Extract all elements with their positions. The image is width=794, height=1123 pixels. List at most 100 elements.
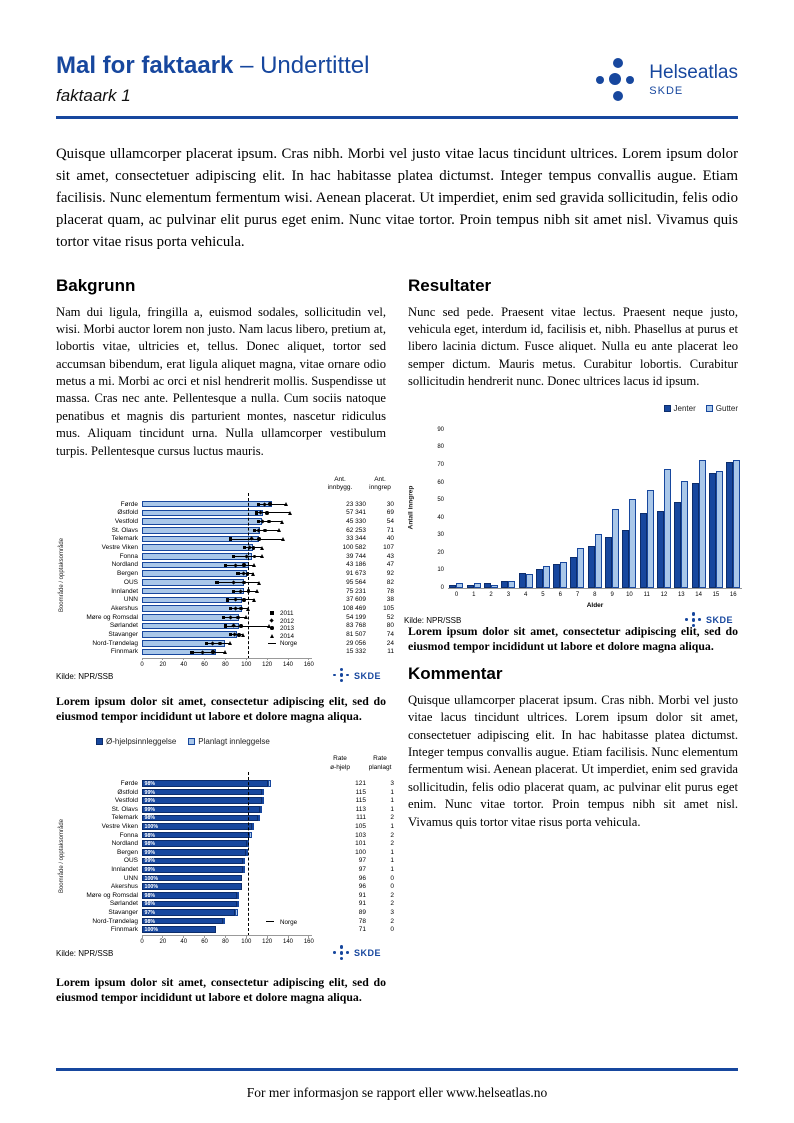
rate-ohjelp-value: 115 bbox=[355, 788, 366, 796]
x-tick bbox=[287, 935, 289, 938]
gutter-bar bbox=[663, 469, 671, 589]
jenter-bar bbox=[605, 537, 613, 589]
marker-square-icon bbox=[223, 563, 228, 567]
header-titles: Mal for faktaark – Undertittel faktaark … bbox=[56, 52, 369, 106]
innbygg-value: 62 253 bbox=[346, 526, 366, 534]
region-label: Førde bbox=[120, 500, 138, 508]
marker-triangle-icon bbox=[283, 502, 288, 507]
legend-swatch-icon bbox=[188, 738, 196, 746]
gutter-bar bbox=[681, 481, 689, 589]
marker-range-line bbox=[258, 503, 286, 505]
gutter-bar bbox=[594, 533, 602, 589]
planlagt-bar bbox=[223, 917, 226, 925]
chart2-x-axis bbox=[448, 588, 742, 590]
rate-bar bbox=[142, 570, 248, 577]
resultater-body: Nunc sed pede. Praesent vitae lectus. Pr… bbox=[408, 304, 738, 389]
skde-mini-dot-icon bbox=[692, 612, 696, 616]
left-column: Bakgrunn Nam dui ligula, fringilla a, eu… bbox=[56, 272, 394, 1015]
page-title-sub: – Undertittel bbox=[233, 52, 370, 79]
inngrep-value: 71 bbox=[386, 526, 394, 534]
skde-mini-dot-icon bbox=[340, 679, 344, 683]
y-tick-label: 30 bbox=[437, 532, 444, 539]
region-label: Sørlandet bbox=[109, 622, 138, 630]
marker-circle-icon bbox=[242, 563, 246, 567]
rate-bar bbox=[142, 509, 263, 517]
region-label: UNN bbox=[123, 874, 138, 882]
legend-item: Jenter bbox=[663, 404, 696, 413]
rate-planlagt-value: 2 bbox=[390, 814, 394, 822]
region-label: Stavanger bbox=[108, 631, 138, 638]
region-label: Vestfold bbox=[114, 797, 138, 805]
marker-range-line bbox=[225, 564, 255, 566]
rate-bar bbox=[142, 631, 237, 638]
helseatlas-logo-text: Helseatlas SKDE bbox=[649, 63, 738, 97]
skde-mini-dot-icon bbox=[340, 945, 344, 949]
marker-circle-icon bbox=[265, 511, 269, 515]
rate-ohjelp-value: 91 bbox=[358, 891, 366, 899]
pct-label: 98% bbox=[144, 892, 156, 899]
gutter-bar bbox=[542, 565, 550, 589]
region-label: Telemark bbox=[111, 535, 138, 543]
rate-ohjelp-value: 115 bbox=[355, 797, 366, 805]
rate-planlagt-value: 0 bbox=[390, 883, 394, 891]
innbygg-value: 83 768 bbox=[346, 622, 366, 630]
innbygg-value: 39 744 bbox=[346, 552, 366, 560]
marker-square-icon bbox=[221, 615, 225, 619]
marker-circle-icon bbox=[268, 502, 273, 507]
chart2-source: Kilde: NPR/SSB bbox=[404, 616, 462, 626]
chart2-ylabel: Antall inngrep bbox=[407, 486, 415, 530]
innbygg-value: 45 330 bbox=[346, 517, 366, 525]
skde-mini-dot-icon bbox=[340, 667, 344, 671]
pct-label: 98% bbox=[144, 832, 156, 839]
inngrep-value: 82 bbox=[386, 578, 394, 586]
region-label: OUS bbox=[123, 857, 138, 865]
planlagt-bar bbox=[234, 909, 238, 916]
inngrep-value: 107 bbox=[383, 544, 394, 551]
rate-bar bbox=[142, 526, 260, 534]
innbygg-value: 54 199 bbox=[346, 613, 366, 621]
skde-mini-label: SKDE bbox=[354, 948, 382, 959]
planlagt-bar bbox=[236, 892, 239, 899]
marker-range-line bbox=[192, 651, 226, 653]
marker-square-icon bbox=[232, 589, 236, 593]
x-tick bbox=[224, 935, 226, 938]
jenter-bar bbox=[553, 563, 561, 589]
x-tick-label: 11 bbox=[643, 592, 650, 599]
legend-swatch-icon bbox=[96, 738, 103, 746]
pct-label: 100% bbox=[144, 875, 159, 882]
jenter-bar bbox=[639, 512, 647, 589]
jenter-bar bbox=[570, 556, 578, 589]
rate-planlagt-value: 3 bbox=[390, 908, 394, 916]
x-tick bbox=[266, 657, 268, 660]
region-label: Østfold bbox=[117, 509, 138, 517]
marker-square-icon bbox=[253, 528, 257, 532]
ohjelp-bar bbox=[142, 883, 243, 890]
region-label: Finnmark bbox=[110, 648, 138, 656]
region-label: OUS bbox=[123, 578, 138, 586]
marker-triangle-icon bbox=[228, 641, 233, 646]
marker-range-line bbox=[233, 590, 257, 592]
chart3-col2-header: Rate planlagt bbox=[368, 755, 392, 771]
planlagt-bar bbox=[251, 823, 254, 830]
innbygg-value: 75 231 bbox=[346, 587, 366, 595]
x-tick-label: 2 bbox=[489, 592, 493, 599]
innbygg-value: 43 186 bbox=[346, 561, 366, 569]
pct-label: 100% bbox=[144, 884, 159, 891]
ohjelp-bar bbox=[142, 917, 224, 925]
marker-range-line bbox=[254, 529, 280, 531]
chart3-norge-line bbox=[248, 772, 250, 937]
marker-triangle-icon bbox=[252, 597, 257, 602]
inngrep-value: 69 bbox=[386, 509, 394, 517]
innbygg-value: 57 341 bbox=[346, 509, 366, 517]
jenter-bar bbox=[466, 584, 474, 589]
gutter-bar bbox=[577, 548, 585, 589]
x-tick-label: 100 bbox=[241, 661, 252, 668]
logo-subname: SKDE bbox=[649, 84, 684, 97]
x-tick-label: 140 bbox=[282, 661, 293, 668]
jenter-bar bbox=[501, 581, 509, 589]
region-label: UNN bbox=[123, 596, 138, 604]
intro-paragraph: Quisque ullamcorper placerat ipsum. Cras… bbox=[56, 145, 738, 251]
marker-square-icon bbox=[190, 650, 194, 654]
rate-planlagt-value: 1 bbox=[390, 857, 394, 865]
jenter-bar bbox=[708, 472, 716, 589]
